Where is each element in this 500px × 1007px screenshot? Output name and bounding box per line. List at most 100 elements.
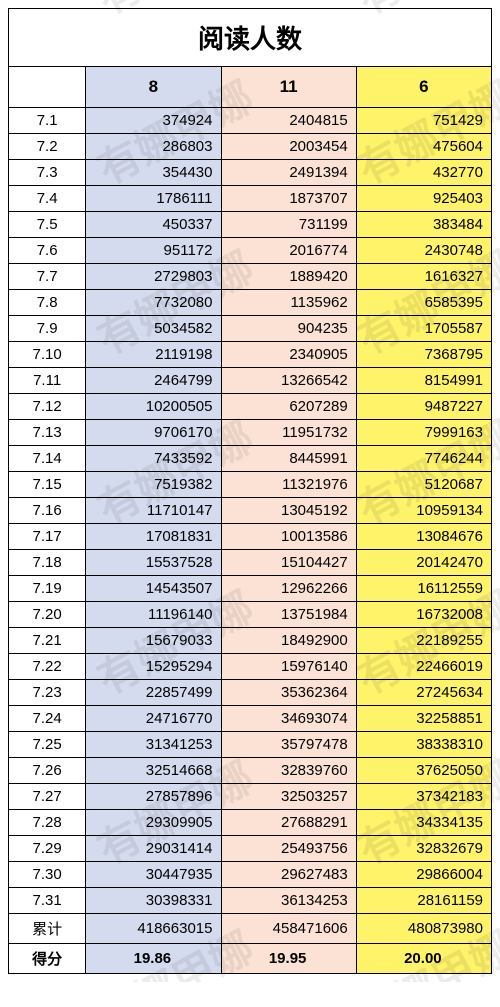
table-row: 7.17170818311001358613084676: [9, 524, 492, 550]
row-c2: 32839760: [221, 758, 356, 784]
row-label: 7.12: [9, 394, 86, 420]
watermark-text: 有娜甲娜: [0, 404, 3, 537]
total-c3: 480873980: [356, 914, 491, 944]
row-label: 7.26: [9, 758, 86, 784]
total-label: 累计: [9, 914, 86, 944]
table-row: 7.29290314142549375632832679: [9, 836, 492, 862]
row-c1: 30447935: [86, 862, 221, 888]
row-c2: 2003454: [221, 134, 356, 160]
row-c2: 2340905: [221, 342, 356, 368]
row-c2: 13045192: [221, 498, 356, 524]
table-row: 7.18155375281510442720142470: [9, 550, 492, 576]
header-col2: 11: [221, 67, 356, 108]
row-label: 7.18: [9, 550, 86, 576]
table-row: 7.14743359284459917746244: [9, 446, 492, 472]
header-col1: 8: [86, 67, 221, 108]
row-c2: 15976140: [221, 654, 356, 680]
row-c2: 12962266: [221, 576, 356, 602]
table-row: 7.30304479352962748329866004: [9, 862, 492, 888]
row-c3: 22466019: [356, 654, 491, 680]
row-label: 7.5: [9, 212, 86, 238]
row-c3: 29866004: [356, 862, 491, 888]
table-row: 7.22868032003454475604: [9, 134, 492, 160]
row-label: 7.16: [9, 498, 86, 524]
table-row: 7.24247167703469307432258851: [9, 706, 492, 732]
row-label: 7.20: [9, 602, 86, 628]
row-c3: 1705587: [356, 316, 491, 342]
row-label: 7.30: [9, 862, 86, 888]
row-c1: 7519382: [86, 472, 221, 498]
row-c1: 10200505: [86, 394, 221, 420]
row-label: 7.7: [9, 264, 86, 290]
row-label: 7.9: [9, 316, 86, 342]
row-label: 7.11: [9, 368, 86, 394]
table-row: 7.112464799132665428154991: [9, 368, 492, 394]
row-c2: 34693074: [221, 706, 356, 732]
row-c1: 450337: [86, 212, 221, 238]
score-c1: 19.86: [86, 944, 221, 974]
row-c2: 1889420: [221, 264, 356, 290]
table-row: 7.31303983313613425328161159: [9, 888, 492, 914]
row-c3: 751429: [356, 108, 491, 134]
table-row: 7.950345829042351705587: [9, 316, 492, 342]
reading-table: 阅读人数 8 11 6 7.137492424048157514297.2286…: [8, 8, 492, 974]
row-label: 7.13: [9, 420, 86, 446]
row-c1: 2119198: [86, 342, 221, 368]
row-label: 7.1: [9, 108, 86, 134]
row-c1: 5034582: [86, 316, 221, 342]
row-c2: 29627483: [221, 862, 356, 888]
row-c1: 2729803: [86, 264, 221, 290]
row-c1: 31341253: [86, 732, 221, 758]
row-c3: 925403: [356, 186, 491, 212]
table-row: 7.8773208011359626585395: [9, 290, 492, 316]
row-c1: 29309905: [86, 810, 221, 836]
watermark-text: 有娜甲娜: [0, 744, 3, 877]
row-c2: 25493756: [221, 836, 356, 862]
table-row: 7.5450337731199383484: [9, 212, 492, 238]
header-blank: [9, 67, 86, 108]
table-row: 7.21156790331849290022189255: [9, 628, 492, 654]
row-c1: 7732080: [86, 290, 221, 316]
score-c2: 19.95: [221, 944, 356, 974]
row-c3: 37342183: [356, 784, 491, 810]
row-c3: 6585395: [356, 290, 491, 316]
row-c2: 2404815: [221, 108, 356, 134]
row-label: 7.17: [9, 524, 86, 550]
table-row: 7.25313412533579747838338310: [9, 732, 492, 758]
row-label: 7.15: [9, 472, 86, 498]
row-label: 7.3: [9, 160, 86, 186]
table-row: 7.33544302491394432770: [9, 160, 492, 186]
row-c1: 14543507: [86, 576, 221, 602]
row-c1: 15679033: [86, 628, 221, 654]
row-c2: 13266542: [221, 368, 356, 394]
row-c1: 24716770: [86, 706, 221, 732]
score-c3: 20.00: [356, 944, 491, 974]
score-row: 得分 19.86 19.95 20.00: [9, 944, 492, 974]
total-row: 累计 418663015 458471606 480873980: [9, 914, 492, 944]
table-row: 7.121020050562072899487227: [9, 394, 492, 420]
row-c2: 1873707: [221, 186, 356, 212]
row-c3: 32832679: [356, 836, 491, 862]
row-label: 7.27: [9, 784, 86, 810]
row-c2: 904235: [221, 316, 356, 342]
row-c3: 22189255: [356, 628, 491, 654]
table-row: 7.13749242404815751429: [9, 108, 492, 134]
row-label: 7.23: [9, 680, 86, 706]
row-c3: 7368795: [356, 342, 491, 368]
row-c3: 5120687: [356, 472, 491, 498]
row-c1: 32514668: [86, 758, 221, 784]
row-label: 7.4: [9, 186, 86, 212]
row-c3: 10959134: [356, 498, 491, 524]
table-wrap: { "title": "阅读人数", "columns": { "blank":…: [0, 0, 500, 982]
row-c3: 34334135: [356, 810, 491, 836]
row-label: 7.28: [9, 810, 86, 836]
table-row: 7.16117101471304519210959134: [9, 498, 492, 524]
row-c2: 6207289: [221, 394, 356, 420]
watermark-text: 有娜甲娜: [0, 64, 3, 197]
row-label: 7.21: [9, 628, 86, 654]
table-row: 7.28293099052768829134334135: [9, 810, 492, 836]
row-c2: 13751984: [221, 602, 356, 628]
row-label: 7.31: [9, 888, 86, 914]
row-c2: 2491394: [221, 160, 356, 186]
title-row: 阅读人数: [9, 9, 492, 67]
